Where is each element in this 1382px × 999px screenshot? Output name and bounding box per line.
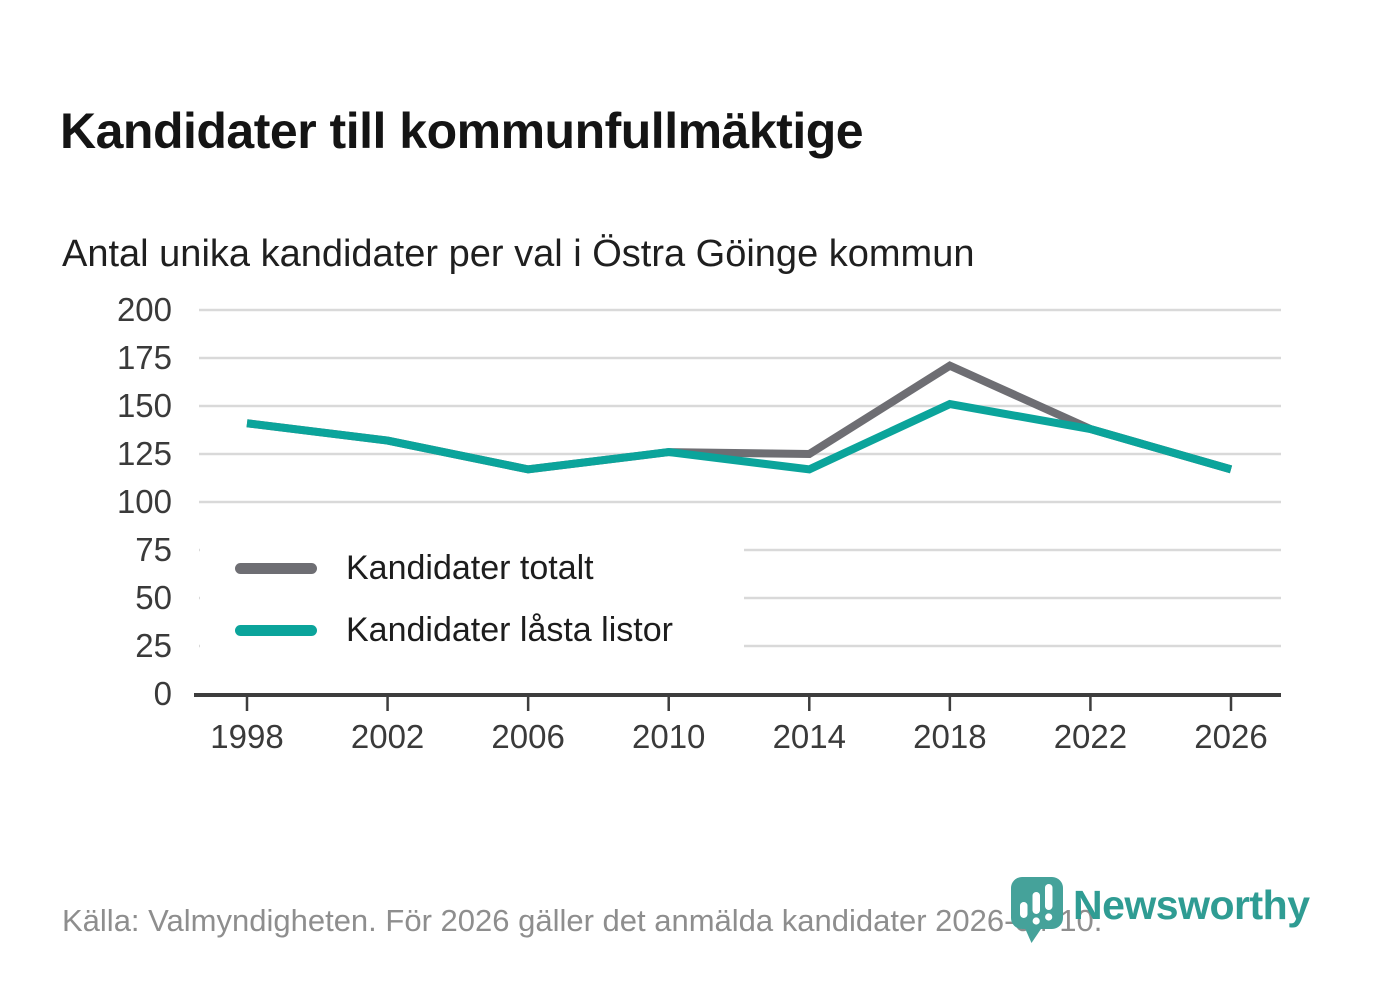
y-tick-label: 125	[117, 435, 172, 472]
chart-subtitle: Antal unika kandidater per val i Östra G…	[62, 232, 975, 275]
y-axis-labels: 0 25 50 75 100 125 150 175 200	[117, 291, 172, 712]
y-tick-label: 0	[154, 675, 172, 712]
x-axis-labels: 1998 2002 2006 2010 2014 2018 2022 2026	[210, 718, 1267, 755]
newsworthy-pin-barchart-icon	[1011, 877, 1063, 943]
x-tick-label: 2006	[491, 718, 564, 755]
x-tick-label: 2022	[1054, 718, 1127, 755]
newsworthy-logo: Newsworthy	[1010, 876, 1310, 944]
legend-swatch-totalt-icon	[235, 562, 317, 574]
legend-label-lasta-listor: Kandidater låsta listor	[346, 610, 673, 649]
x-tick-label: 2014	[773, 718, 846, 755]
line-chart: 0 25 50 75 100 125 150 175 200 1998 2002 2006 2010 20…	[117, 291, 1281, 755]
x-axis	[194, 693, 1281, 711]
source-note: Källa: Valmyndigheten. För 2026 gäller d…	[62, 903, 1103, 938]
x-tick-label: 2026	[1194, 718, 1267, 755]
newsworthy-wordmark: Newsworthy	[1073, 882, 1310, 928]
y-tick-label: 75	[135, 531, 172, 568]
y-tick-label: 100	[117, 483, 172, 520]
x-tick-label: 2002	[351, 718, 424, 755]
y-tick-label: 50	[135, 579, 172, 616]
page-title: Kandidater till kommunfullmäktige	[60, 102, 864, 159]
legend-item-totalt: Kandidater totalt	[235, 544, 744, 592]
legend-item-lasta-listor: Kandidater låsta listor	[235, 606, 744, 654]
y-tick-label: 150	[117, 387, 172, 424]
chart-legend: Kandidater totalt Kandidater låsta listo…	[200, 530, 744, 668]
x-tick-label: 2010	[632, 718, 705, 755]
y-tick-label: 25	[135, 627, 172, 664]
y-tick-label: 200	[117, 291, 172, 328]
legend-swatch-lasta-listor-icon	[235, 624, 317, 636]
series-line-lasta-listor	[246, 399, 1233, 474]
data-series	[246, 361, 1233, 474]
x-tick-label: 2018	[913, 718, 986, 755]
x-tick-label: 1998	[210, 718, 283, 755]
y-tick-label: 175	[117, 339, 172, 376]
legend-label-totalt: Kandidater totalt	[346, 548, 594, 587]
